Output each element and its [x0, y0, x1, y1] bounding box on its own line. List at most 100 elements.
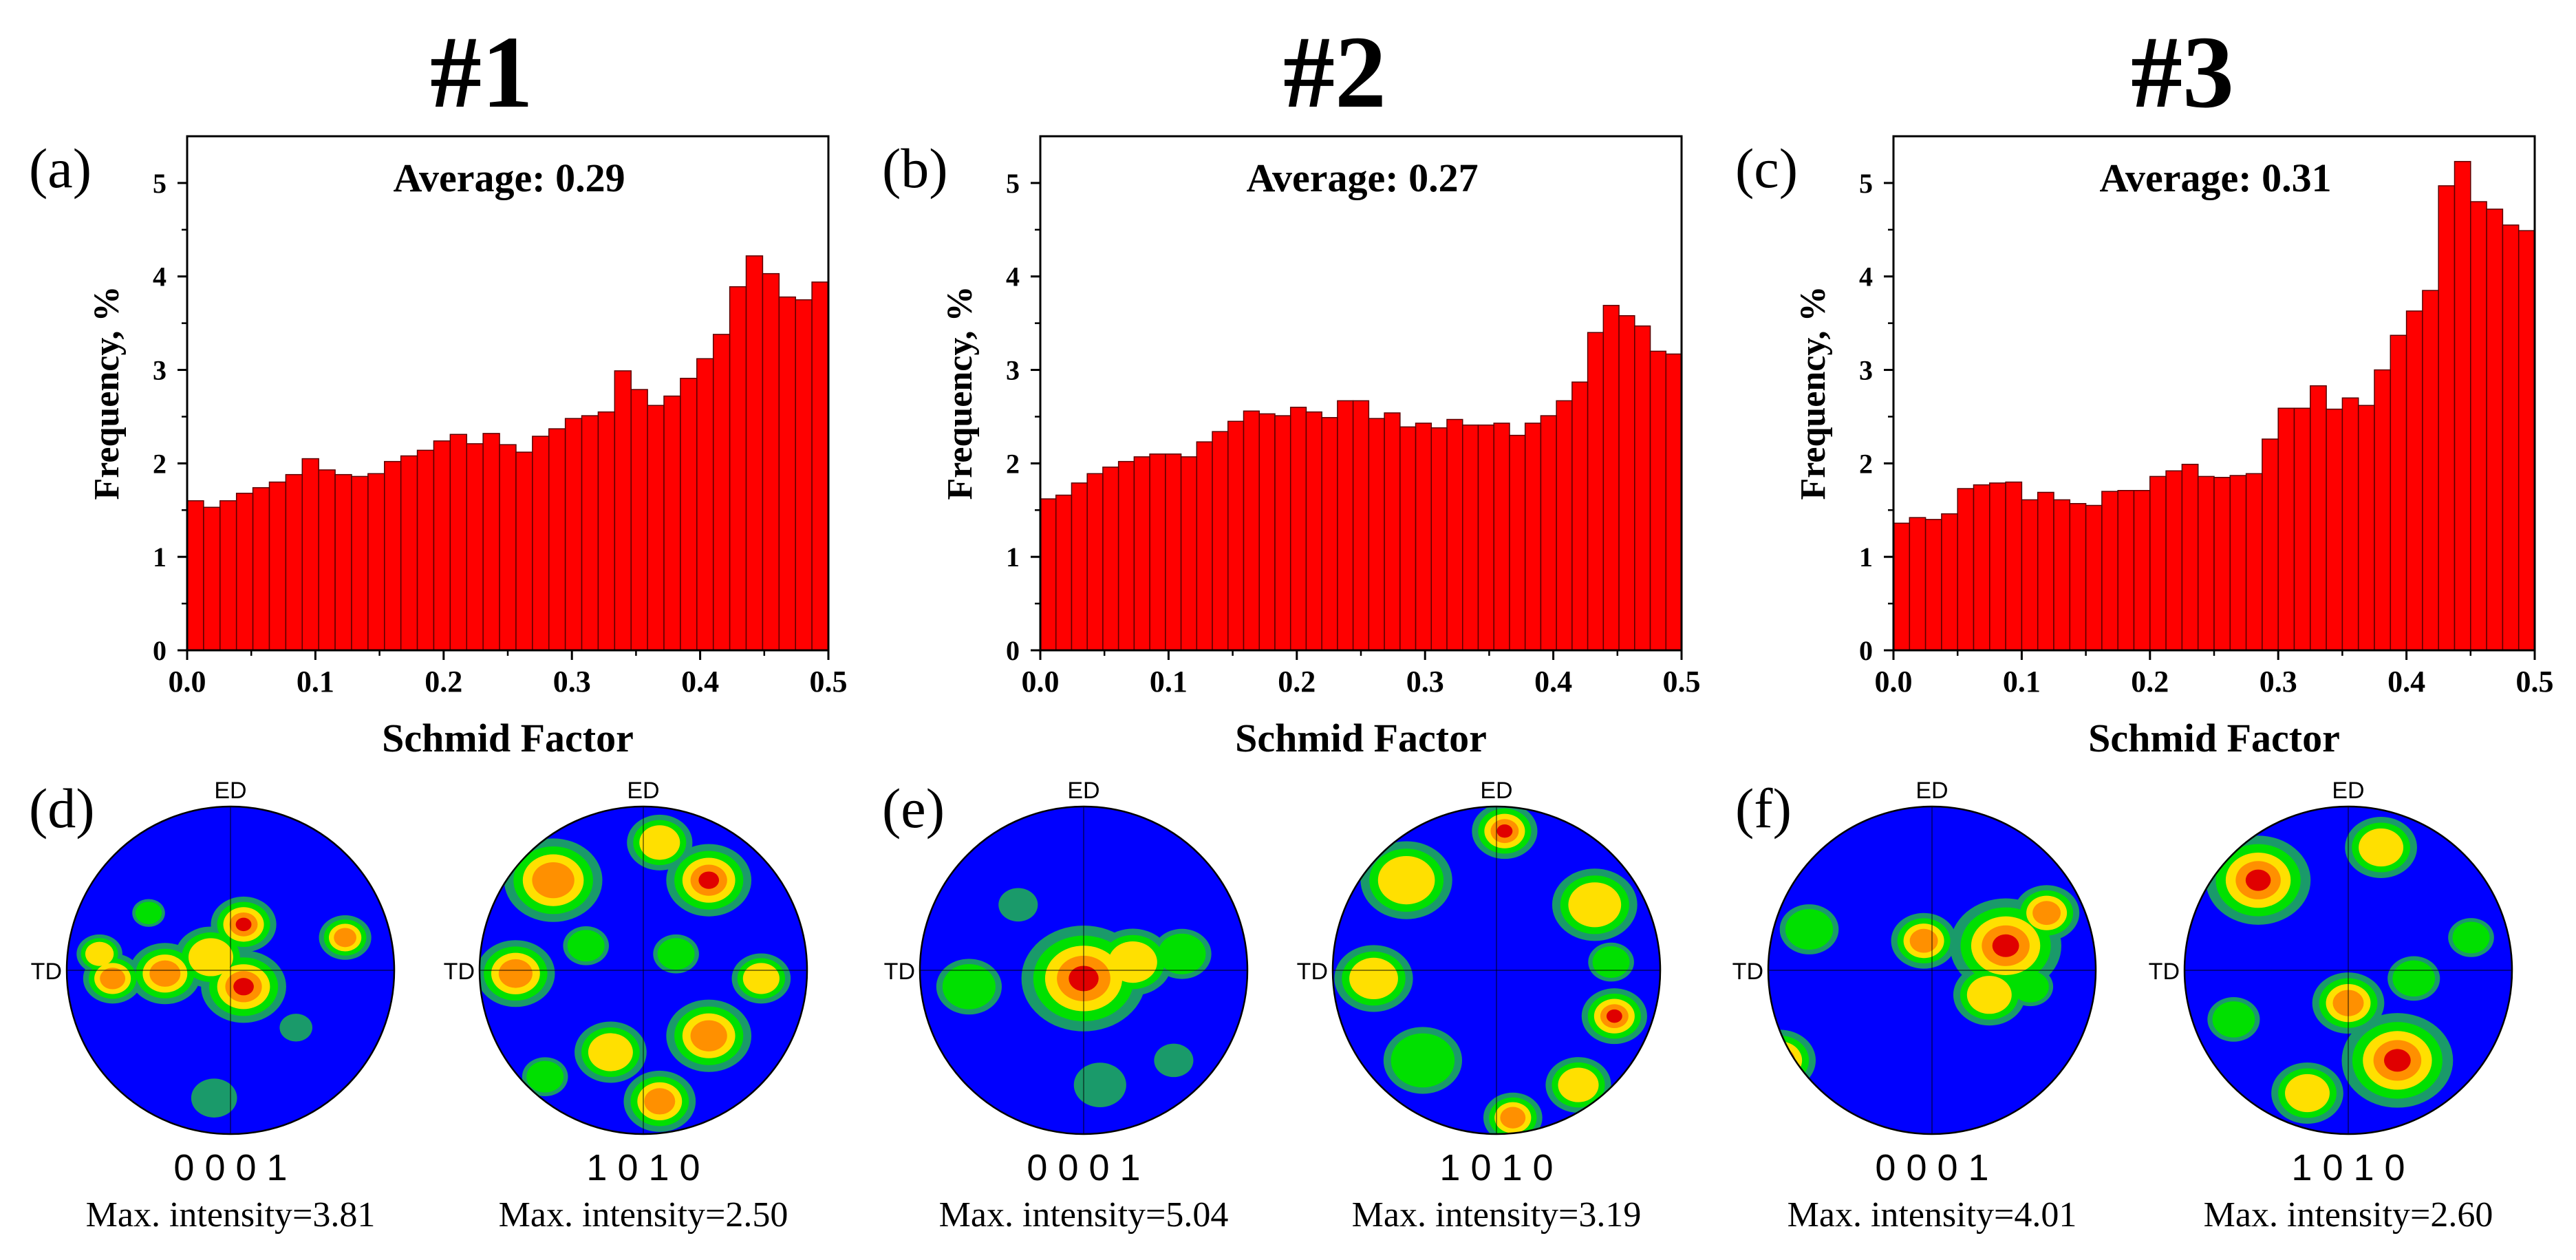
histogram-bar [762, 273, 780, 651]
histogram-bar [1493, 423, 1510, 651]
histogram-bar [1665, 353, 1682, 651]
histogram-bar [482, 433, 500, 651]
pole-figure-outline [1767, 805, 2097, 1135]
histogram-bar [1368, 418, 1385, 651]
plane-label: 1 0 1 0 [1439, 1147, 1553, 1188]
intensity-contour [639, 825, 680, 860]
x-tick-label: 0.3 [553, 665, 591, 698]
max-intensity-label: Max. intensity=5.04 [939, 1195, 1229, 1235]
histogram-bar [334, 473, 352, 651]
td-label: TD [31, 959, 62, 985]
td-label: TD [1732, 959, 1763, 985]
histogram-bar [680, 378, 698, 651]
histogram-bar [1649, 350, 1667, 651]
intensity-contour [1992, 934, 2019, 957]
column-header-3: #3 [2131, 15, 2234, 129]
intensity-contour [135, 901, 162, 925]
histogram-bar [1040, 498, 1057, 651]
y-tick-label: 0 [1859, 635, 1873, 666]
max-intensity-label: Max. intensity=4.01 [1788, 1195, 2077, 1235]
histogram-bar [367, 473, 385, 651]
histogram-bar [2213, 476, 2231, 651]
x-axis-label: Schmid Factor [1235, 716, 1487, 760]
y-tick-label: 2 [153, 448, 167, 479]
histogram-bar [2518, 230, 2535, 651]
histogram-bar [532, 436, 550, 651]
intensity-contour [1108, 941, 1157, 983]
intensity-contour [1154, 1043, 1194, 1078]
histogram-bar [2390, 334, 2407, 651]
histogram-bar [1540, 415, 1557, 651]
x-tick-label: 0.2 [1278, 665, 1316, 698]
pole-figure-f-0001: (f) ED TD 0 0 0 1 Max. intensity=4.01 [1732, 777, 2097, 1235]
histogram-bar [2405, 310, 2423, 651]
histogram-bar [2422, 290, 2439, 651]
histogram-bar [1634, 325, 1651, 651]
histogram-bar [2454, 160, 2471, 651]
intensity-contour [1349, 957, 1398, 1000]
axis-ticks: 0.0 0.1 0.2 0.3 0.4 0.5 0 1 2 3 4 5 [1006, 168, 1701, 698]
ed-label: ED [1067, 778, 1099, 804]
histogram-bar [1212, 431, 1229, 651]
histogram-bar [2486, 209, 2504, 651]
histogram-bar [1149, 453, 1166, 651]
intensity-contour [1073, 1063, 1126, 1107]
y-tick-label: 3 [1859, 355, 1873, 386]
x-tick-label: 0.0 [1022, 665, 1060, 698]
histogram-bar [1165, 453, 1182, 651]
panel-label: (a) [29, 137, 92, 200]
histogram-bar [2069, 503, 2087, 651]
plane-label: 1 0 1 0 [586, 1147, 700, 1188]
intensity-contour [1785, 909, 1834, 950]
histogram-bar [2502, 224, 2520, 651]
pole-figure-outline [478, 805, 808, 1135]
histogram-bar [1957, 488, 1975, 651]
histogram-bar [1196, 441, 1213, 651]
panel-label: (b) [882, 137, 948, 200]
histogram-bar [400, 455, 418, 651]
x-tick-label: 0.1 [2003, 665, 2041, 698]
x-tick-label: 0.0 [1875, 665, 1913, 698]
histogram-bar [2470, 201, 2487, 651]
histogram-bar [2357, 405, 2375, 651]
histogram-bar [1337, 400, 1354, 651]
histogram-bar [2326, 408, 2343, 651]
td-label: TD [444, 959, 475, 985]
intensity-contour [1391, 1033, 1455, 1088]
histogram-bar [2293, 407, 2311, 651]
column-header-1: #1 [430, 15, 533, 129]
panel-label: (e) [882, 777, 945, 840]
max-intensity-label: Max. intensity=3.81 [86, 1195, 376, 1235]
y-tick-label: 1 [1006, 542, 1020, 573]
histogram-bar [1430, 427, 1448, 651]
histogram-bar [1133, 456, 1150, 651]
x-tick-label: 0.5 [810, 665, 848, 698]
panel-label: (c) [1735, 137, 1798, 200]
y-tick-label: 4 [153, 261, 167, 292]
histogram-bar [1384, 412, 1401, 651]
intensity-contour [2452, 921, 2490, 954]
y-tick-label: 2 [1859, 448, 1873, 479]
histogram-bar [1289, 407, 1307, 651]
pole-figure-f-1010: ED TD 1 0 1 0 Max. intensity=2.60 [2149, 778, 2513, 1235]
histogram-bar [466, 443, 484, 651]
intensity-contour [191, 1078, 237, 1118]
histogram-bar [1415, 423, 1432, 651]
intensity-contour [1496, 824, 1513, 838]
histogram-bar [729, 286, 747, 651]
histogram-bar [384, 460, 402, 651]
histogram-bar [2229, 475, 2247, 651]
pole-figure-outline [919, 805, 1249, 1135]
histogram-bar [2005, 481, 2023, 651]
x-tick-label: 0.3 [2260, 665, 2297, 698]
max-intensity-label: Max. intensity=2.60 [2204, 1195, 2493, 1235]
histogram-bar [1274, 415, 1291, 651]
x-tick-label: 0.1 [297, 665, 334, 698]
histogram-bar [1973, 484, 1990, 651]
histogram-bar [2133, 490, 2151, 651]
intensity-contour [334, 928, 356, 948]
intensity-contour [1158, 933, 1206, 974]
intensity-contour [742, 963, 780, 994]
intensity-contour [1558, 1067, 1599, 1102]
histogram-bar [1509, 434, 1526, 651]
